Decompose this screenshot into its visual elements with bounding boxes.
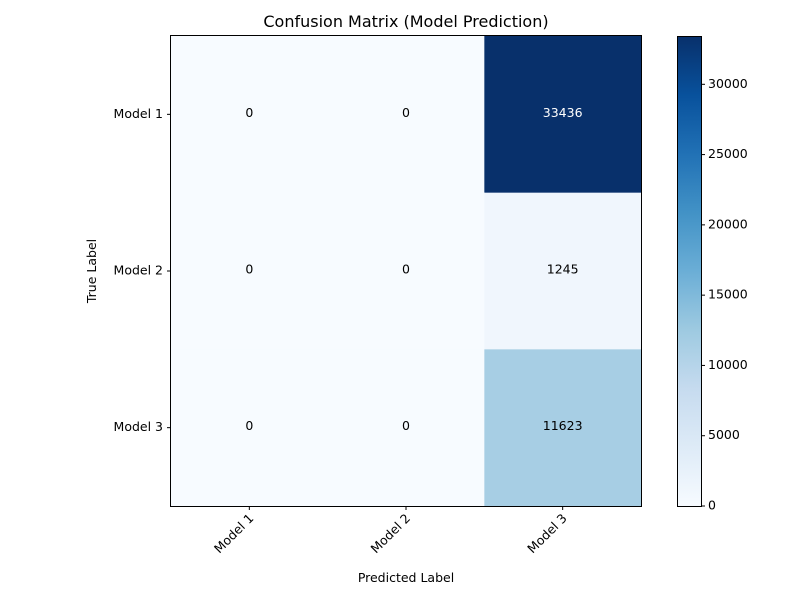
heatmap-cell xyxy=(484,349,642,507)
heatmap-cell xyxy=(327,36,485,194)
cell-value-label: 11623 xyxy=(543,418,583,433)
heatmap-cell xyxy=(171,192,329,350)
colorbar-tick-label: 15000 xyxy=(708,287,748,302)
cell-value-label: 0 xyxy=(245,418,253,433)
y-axis-ticks: Model 1 Model 2 Model 3 xyxy=(114,106,171,434)
colorbar xyxy=(677,36,701,507)
heatmap-cell xyxy=(171,36,329,194)
x-tick-label: Model 2 xyxy=(368,511,414,557)
y-tick-label: Model 2 xyxy=(114,263,163,278)
colorbar-tick-label: 5000 xyxy=(708,427,740,442)
cell-value-label: 0 xyxy=(402,262,410,277)
x-tick-label: Model 3 xyxy=(524,511,570,557)
heatmap-cell xyxy=(171,349,329,507)
x-axis-ticks: Model 1 Model 2 Model 3 xyxy=(211,506,570,556)
x-tick-label: Model 1 xyxy=(211,511,257,557)
y-tick-label: Model 1 xyxy=(114,106,163,121)
cell-value-label: 0 xyxy=(402,105,410,120)
heatmap-cell xyxy=(484,192,642,350)
cell-value-label: 0 xyxy=(402,418,410,433)
heatmap-cell xyxy=(327,349,485,507)
heatmap-cell xyxy=(484,36,642,194)
y-tick-label: Model 3 xyxy=(114,419,163,434)
cell-value-label: 1245 xyxy=(547,262,579,277)
colorbar-tick-label: 30000 xyxy=(708,76,748,91)
heatmap-cells: 0 0 33436 0 0 1245 0 0 11623 xyxy=(171,36,642,507)
cell-value-label: 0 xyxy=(245,262,253,277)
heatmap-cell xyxy=(327,192,485,350)
colorbar-tick-label: 25000 xyxy=(708,146,748,161)
y-axis-label: True Label xyxy=(84,239,99,304)
colorbar-tick-label: 10000 xyxy=(708,357,748,372)
cell-value-label: 33436 xyxy=(543,105,583,120)
colorbar-tick-label: 20000 xyxy=(708,216,748,231)
chart-title: Confusion Matrix (Model Prediction) xyxy=(263,12,548,31)
x-axis-label: Predicted Label xyxy=(358,570,454,585)
cell-value-label: 0 xyxy=(245,105,253,120)
colorbar-frame xyxy=(677,36,702,507)
colorbar-ticks: 0 5000 10000 15000 20000 25000 30000 xyxy=(701,76,748,513)
colorbar-tick-label: 0 xyxy=(708,498,716,513)
